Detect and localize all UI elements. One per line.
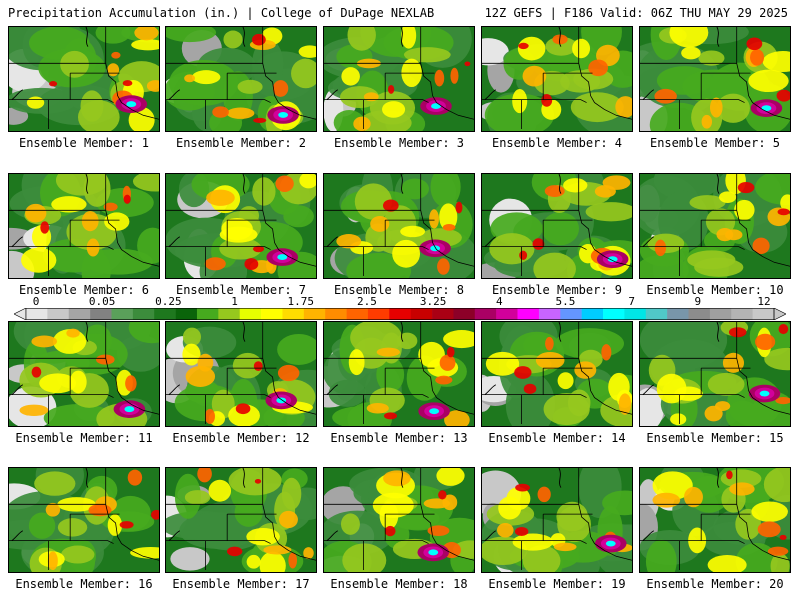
ensemble-member-label: Ensemble Member: 8 [333, 283, 465, 297]
ensemble-member-label: Ensemble Member: 13 [330, 431, 468, 445]
ensemble-map-10 [639, 173, 791, 279]
ensemble-map-9 [481, 173, 633, 279]
ensemble-member-label: Ensemble Member: 6 [18, 283, 150, 297]
colorbar-tick-label: 4 [495, 295, 503, 308]
ensemble-member-label: Ensemble Member: 12 [172, 431, 310, 445]
colorbar-tick-label: 1 [231, 295, 238, 308]
colorbar-tick-label: 0 [32, 295, 40, 308]
ensemble-member-label: Ensemble Member: 19 [488, 577, 626, 591]
colorbar-tick-label: 9 [694, 295, 702, 308]
colorbar-tick-label: 1.75 [287, 295, 314, 308]
colorbar-tick-label: 5.5 [555, 295, 576, 308]
colorbar-tick-label: 0.05 [88, 295, 116, 308]
ensemble-map-2 [165, 26, 317, 132]
ensemble-member-label: Ensemble Member: 18 [330, 577, 468, 591]
ensemble-map-13 [323, 321, 475, 427]
ensemble-member-label: Ensemble Member: 7 [175, 283, 307, 297]
ensemble-map-1 [8, 26, 160, 132]
ensemble-map-8 [323, 173, 475, 279]
ensemble-member-label: Ensemble Member: 3 [333, 136, 465, 150]
ensemble-map-19 [481, 467, 633, 573]
ensemble-map-18 [323, 467, 475, 573]
colorbar [14, 308, 786, 320]
ensemble-map-20 [639, 467, 791, 573]
ensemble-member-label: Ensemble Member: 1 [18, 136, 150, 150]
colorbar-tick-label: 3.25 [419, 295, 447, 308]
ensemble-member-label: Ensemble Member: 17 [172, 577, 310, 591]
ensemble-member-label: Ensemble Member: 2 [175, 136, 307, 150]
header-run-info: 12Z GEFS | F186 Valid: 06Z THU MAY 29 20… [484, 6, 788, 20]
ensemble-map-7 [165, 173, 317, 279]
ensemble-member-label: Ensemble Member: 11 [15, 431, 153, 445]
colorbar-tick-label: 7 [628, 295, 635, 308]
ensemble-member-label: Ensemble Member: 14 [488, 431, 626, 445]
ensemble-member-label: Ensemble Member: 5 [649, 136, 781, 150]
ensemble-map-15 [639, 321, 791, 427]
ensemble-member-label: Ensemble Member: 20 [646, 577, 784, 591]
ensemble-map-17 [165, 467, 317, 573]
ensemble-map-11 [8, 321, 160, 427]
colorbar-tick-label: 0.25 [155, 295, 182, 308]
colorbar-tick-label: 12 [757, 295, 771, 308]
ensemble-member-label: Ensemble Member: 4 [491, 136, 623, 150]
ensemble-member-label: Ensemble Member: 10 [646, 283, 784, 297]
ensemble-member-label: Ensemble Member: 9 [491, 283, 623, 297]
ensemble-map-16 [8, 467, 160, 573]
ensemble-member-label: Ensemble Member: 16 [15, 577, 153, 591]
ensemble-map-5 [639, 26, 791, 132]
ensemble-map-3 [323, 26, 475, 132]
ensemble-map-6 [8, 173, 160, 279]
ensemble-map-12 [165, 321, 317, 427]
ensemble-map-4 [481, 26, 633, 132]
ensemble-member-label: Ensemble Member: 15 [646, 431, 784, 445]
ensemble-map-14 [481, 321, 633, 427]
colorbar-tick-label: 2.5 [356, 295, 377, 308]
header-title: Precipitation Accumulation (in.) | Colle… [8, 6, 435, 20]
